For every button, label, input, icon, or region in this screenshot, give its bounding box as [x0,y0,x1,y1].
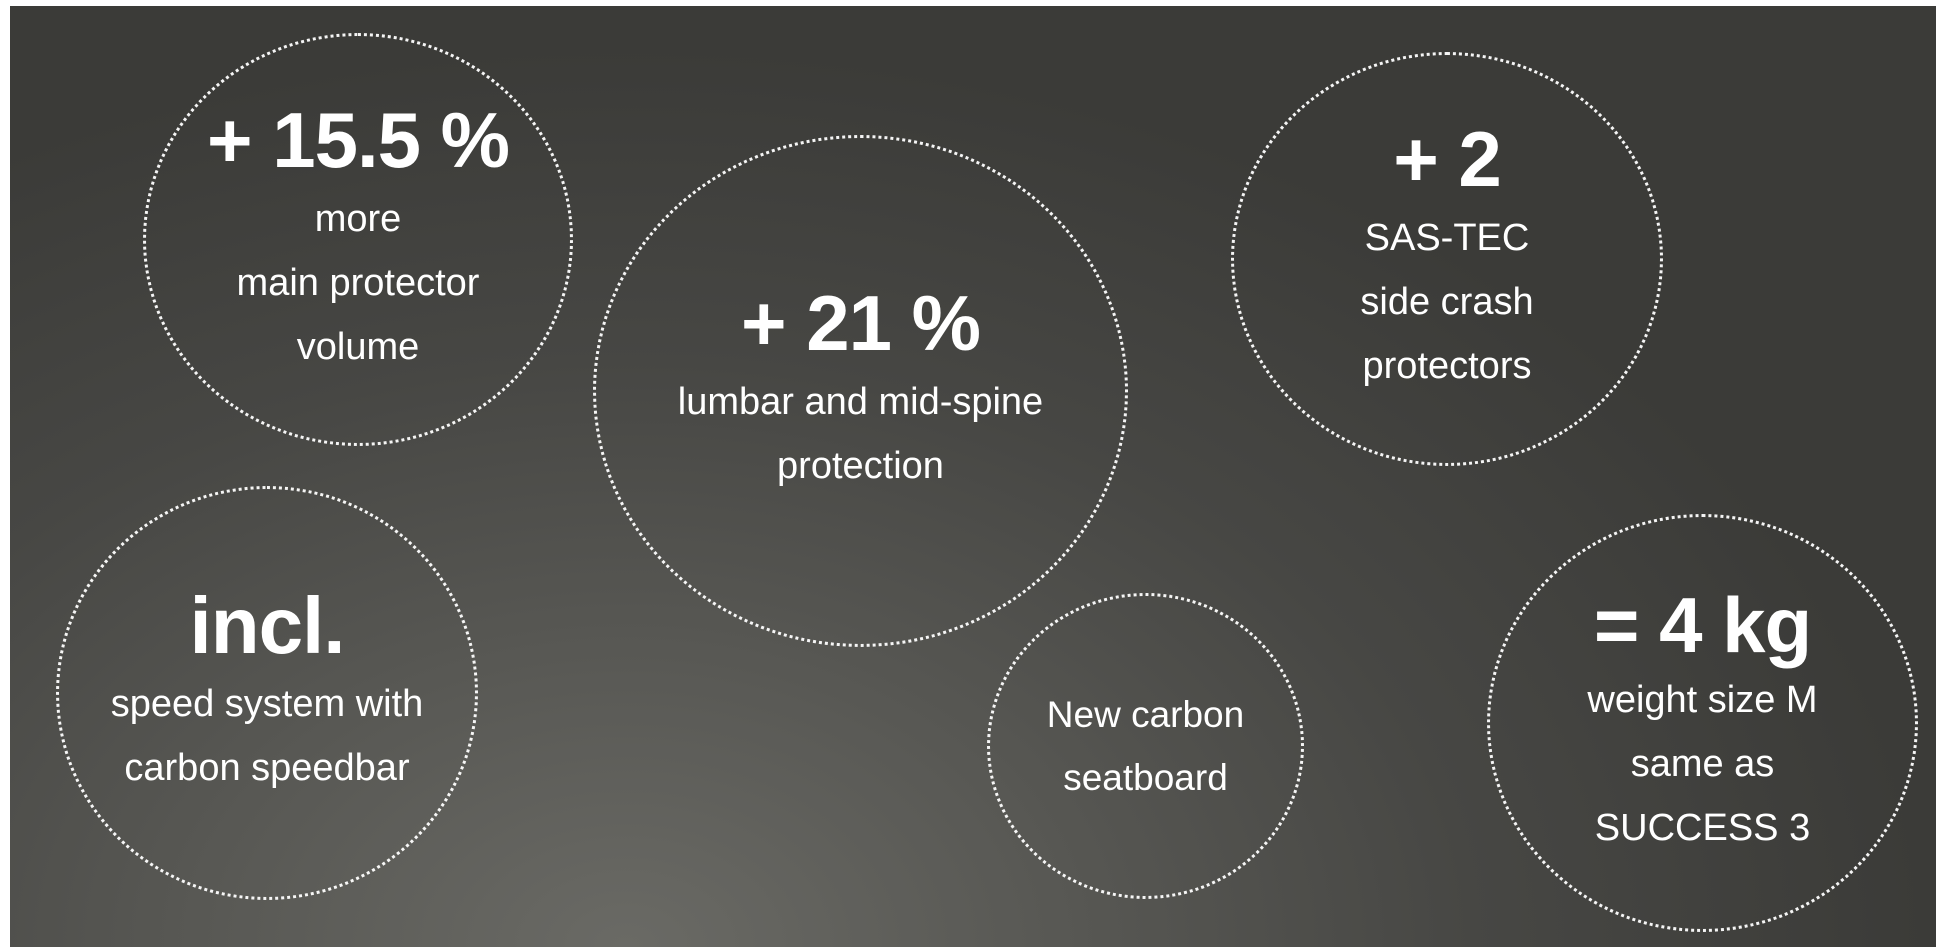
feature-headline: incl. [189,581,345,670]
feature-bubble-weight: = 4 kg weight size M same as SUCCESS 3 [1487,514,1918,932]
feature-text-line: weight size M [1587,679,1818,721]
feature-text-line: same as [1630,743,1775,785]
feature-panel: + 15.5 % more main protector volume + 21… [10,6,1936,947]
feature-bubble-protector-volume: + 15.5 % more main protector volume [143,33,573,446]
feature-headline: + 15.5 % [206,95,510,184]
feature-bubble-lumbar-protection: + 21 % lumbar and mid-spine protection [593,135,1128,647]
feature-text-line: New carbon [1046,694,1245,735]
feature-text-line: SUCCESS 3 [1594,807,1811,849]
feature-headline: = 4 kg [1593,581,1812,669]
feature-text-line: SAS-TEC [1364,217,1530,259]
feature-text-line: more [314,197,402,240]
feature-text-line: carbon speedbar [124,747,410,789]
feature-headline: + 21 % [740,279,981,367]
feature-text-line: protection [777,445,944,487]
feature-bubble-speed-system: incl. speed system with carbon speedbar [56,486,478,900]
feature-text-line: volume [296,325,420,368]
feature-text-line: lumbar and mid-spine [677,381,1044,423]
feature-text-line: side crash [1360,281,1534,323]
feature-text-line: protectors [1362,345,1532,387]
feature-text-line: main protector [236,261,480,304]
feature-headline: + 2 [1393,115,1502,203]
feature-text-line: seatboard [1063,757,1228,798]
feature-bubble-carbon-seatboard: New carbon seatboard [987,593,1304,899]
feature-bubble-side-crash-protectors: + 2 SAS-TEC side crash protectors [1231,52,1663,466]
feature-text-line: speed system with [110,683,424,725]
